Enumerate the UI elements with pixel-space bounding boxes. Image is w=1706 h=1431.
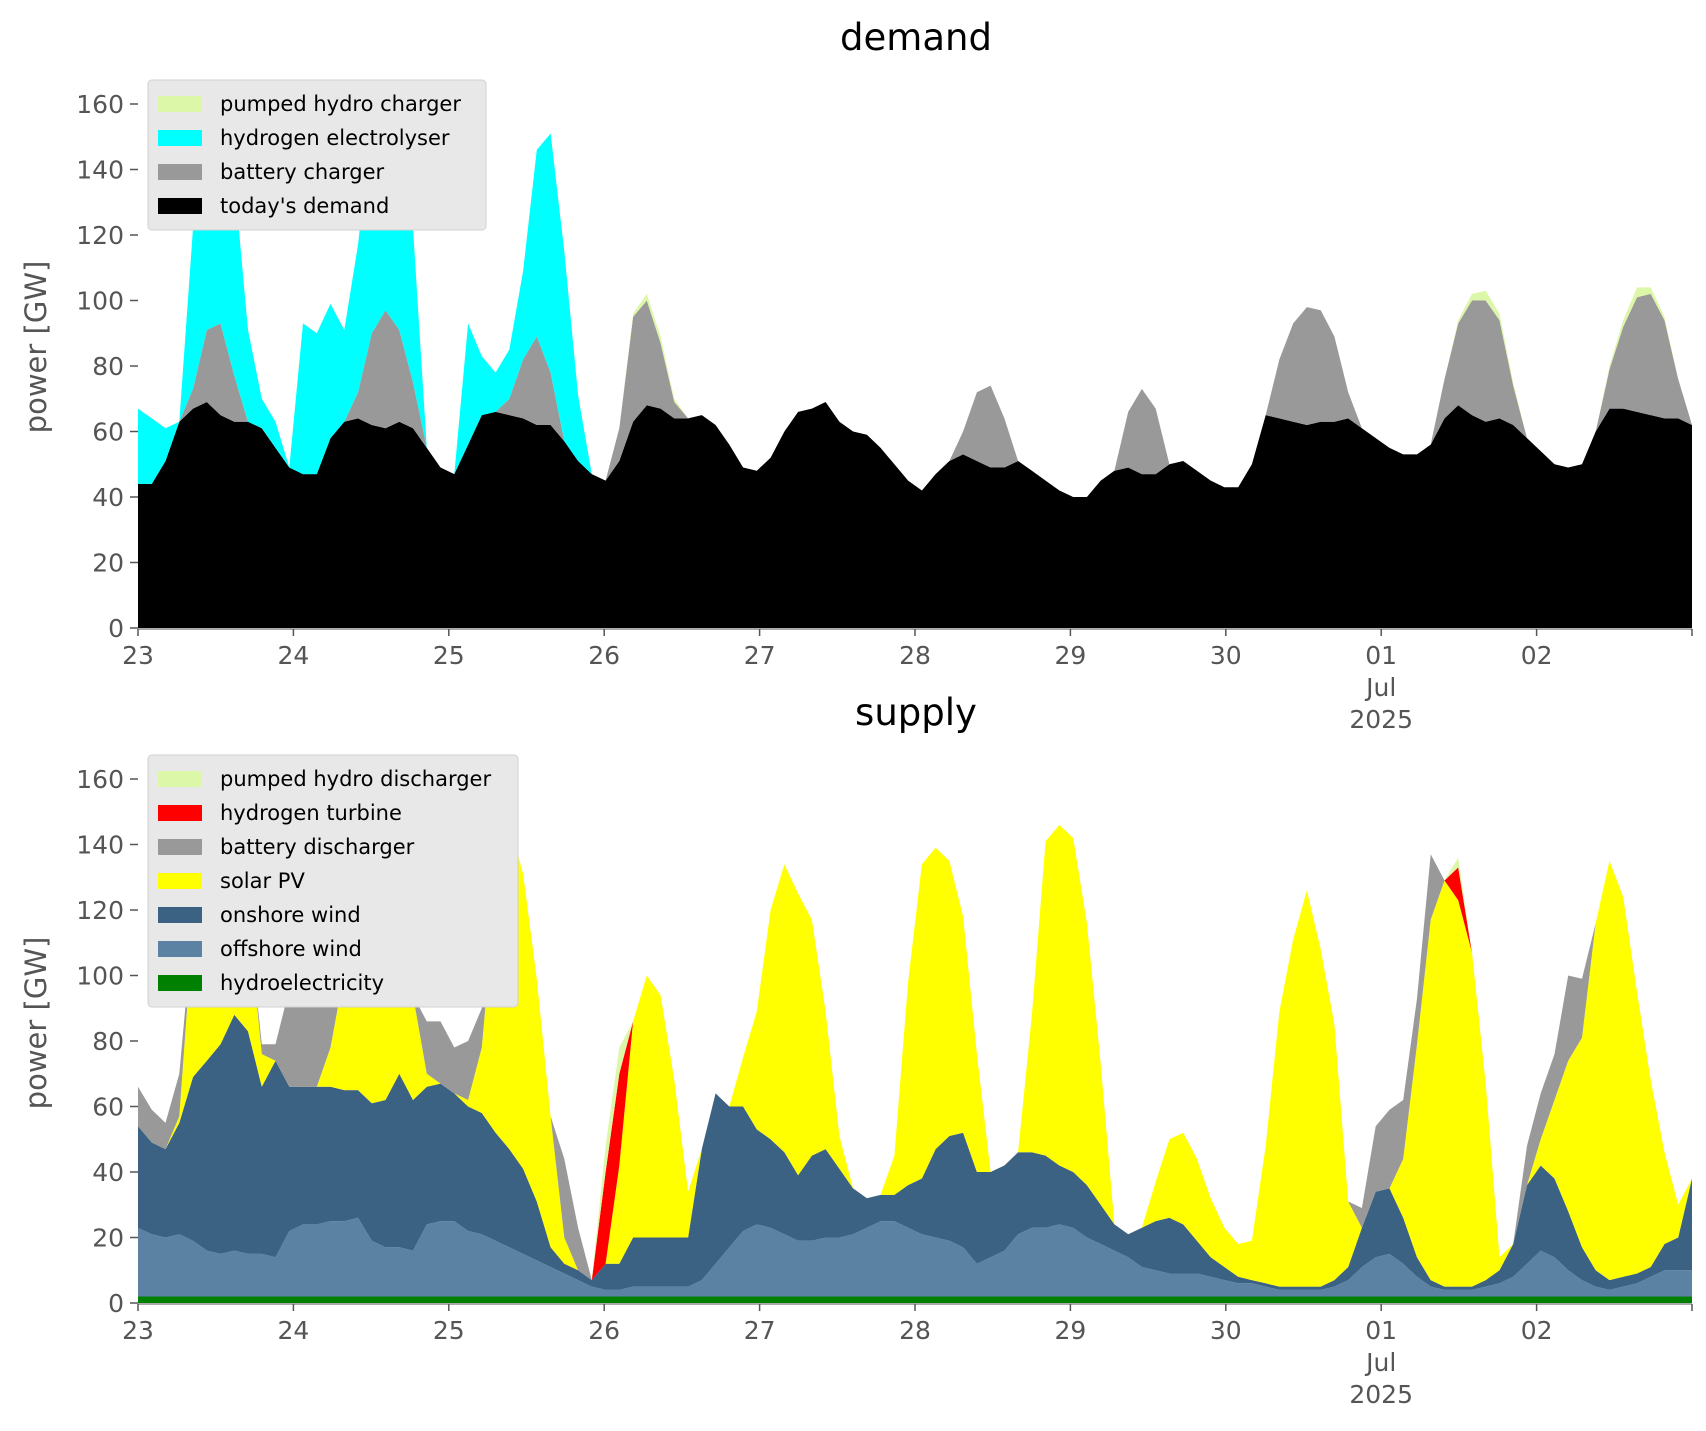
supply-x-tick-label: 26 xyxy=(588,1316,620,1345)
demand-legend: pumped hydro charger hydrogen electrolyse… xyxy=(147,79,487,231)
supply-y-tick-label: 140 xyxy=(76,831,124,860)
demand-y-tick-label: 60 xyxy=(92,418,124,447)
supply-title: supply xyxy=(855,691,977,734)
demand-areas xyxy=(138,100,1692,628)
demand-x-tick-label: 24 xyxy=(277,641,309,670)
supply-legend-label-solar-pv: solar PV xyxy=(220,869,305,893)
demand-legend-swatch-hydrogen-electrolyser xyxy=(158,130,202,146)
demand-y-tick-label: 100 xyxy=(76,287,124,316)
supply-x-tick-label: 25 xyxy=(433,1316,465,1345)
supply-area-onshore-wind xyxy=(138,1014,1692,1290)
supply-legend-swatch-hydrogen-turbine xyxy=(158,805,202,821)
supply-x-tick-label: 02 xyxy=(1521,1316,1553,1345)
demand-legend-label-pumped-hydro-charger: pumped hydro charger xyxy=(220,92,461,116)
demand-x-tick-label: 28 xyxy=(899,641,931,670)
demand-y-tick-label: 160 xyxy=(76,90,124,119)
supply-y-tick-label: 0 xyxy=(108,1289,124,1318)
supply-y-tick-label: 20 xyxy=(92,1224,124,1253)
supply-legend-swatch-hydroelectricity xyxy=(158,975,202,991)
supply-legend-label-offshore-wind: offshore wind xyxy=(220,937,362,961)
demand-y-tick-label: 20 xyxy=(92,549,124,578)
supply-legend-box xyxy=(147,754,519,1008)
supply-area-battery-discharger xyxy=(138,798,1692,1281)
demand-x-tick-label: 26 xyxy=(588,641,620,670)
supply-y-tick-label: 160 xyxy=(76,765,124,794)
supply-y-tick-label: 100 xyxy=(76,962,124,991)
demand-legend-swatch-today-s-demand xyxy=(158,198,202,214)
demand-area-today-s-demand xyxy=(138,402,1692,628)
supply-x-tick-label: 29 xyxy=(1054,1316,1086,1345)
supply-x-tick-label: 27 xyxy=(744,1316,776,1345)
demand-x-tick-label: 23 xyxy=(122,641,154,670)
supply-legend-swatch-battery-discharger xyxy=(158,839,202,855)
supply-y-axis-label: power [GW] xyxy=(19,937,53,1110)
supply-y-tick-label: 40 xyxy=(92,1158,124,1187)
demand-x-tick-label: 29 xyxy=(1054,641,1086,670)
supply-legend-label-onshore-wind: onshore wind xyxy=(220,903,361,927)
supply-area-hydroelectricity xyxy=(138,1296,1692,1303)
supply-x-tick-label: 23 xyxy=(122,1316,154,1345)
demand-x-tick-label: 01 xyxy=(1365,641,1397,670)
demand-area-hydrogen-electrolyser xyxy=(138,100,1692,497)
demand-legend-swatch-pumped-hydro-charger xyxy=(158,96,202,112)
supply-x-tick-label: 01 xyxy=(1365,1316,1397,1345)
supply-legend-label-battery-discharger: battery discharger xyxy=(220,835,415,859)
demand-x-tick-sublabel: Jul xyxy=(1364,673,1396,702)
demand-y-tick-label: 140 xyxy=(76,156,124,185)
demand-x-tick-label: 30 xyxy=(1210,641,1242,670)
supply-x-tick-sublabel: 2025 xyxy=(1349,1380,1413,1409)
demand-legend-box xyxy=(147,79,487,231)
demand-area-battery-charger xyxy=(138,293,1692,497)
demand-x-tick-label: 02 xyxy=(1521,641,1553,670)
demand-y-tick-label: 40 xyxy=(92,483,124,512)
supply-area-offshore-wind xyxy=(138,1217,1692,1297)
supply-legend-swatch-pumped-hydro-discharger xyxy=(158,771,202,787)
demand-y-tick-label: 0 xyxy=(108,614,124,643)
demand-legend-label-today-s-demand: today's demand xyxy=(220,194,389,218)
demand-legend-swatch-battery-charger xyxy=(158,164,202,180)
supply-y-tick-label: 80 xyxy=(92,1027,124,1056)
demand-y-tick-label: 80 xyxy=(92,352,124,381)
supply-legend-label-pumped-hydro-discharger: pumped hydro discharger xyxy=(220,767,491,791)
supply-legend-label-hydroelectricity: hydroelectricity xyxy=(220,971,384,995)
supply-x-tick-label: 24 xyxy=(277,1316,309,1345)
supply-legend-swatch-onshore-wind xyxy=(158,907,202,923)
supply-legend: pumped hydro discharger hydrogen turbine b… xyxy=(147,754,519,1008)
demand-x-tick-sublabel: 2025 xyxy=(1349,705,1413,734)
supply-legend-swatch-offshore-wind xyxy=(158,941,202,957)
supply-legend-label-hydrogen-turbine: hydrogen turbine xyxy=(220,801,402,825)
supply-y-tick-label: 120 xyxy=(76,896,124,925)
supply-x-tick-sublabel: Jul xyxy=(1364,1348,1396,1377)
supply-legend-swatch-solar-pv xyxy=(158,873,202,889)
demand-x-tick-label: 27 xyxy=(744,641,776,670)
supply-x-tick-label: 30 xyxy=(1210,1316,1242,1345)
supply-areas xyxy=(138,798,1692,1303)
demand-legend-label-battery-charger: battery charger xyxy=(220,160,385,184)
demand-x-tick-label: 25 xyxy=(433,641,465,670)
demand-title: demand xyxy=(840,16,992,59)
supply-x-tick-label: 28 xyxy=(899,1316,931,1345)
demand-y-axis-label: power [GW] xyxy=(19,261,53,434)
supply-area-solar-pv xyxy=(138,798,1692,1287)
supply-y-tick-label: 60 xyxy=(92,1093,124,1122)
demand-y-tick-label: 120 xyxy=(76,221,124,250)
demand-legend-label-hydrogen-electrolyser: hydrogen electrolyser xyxy=(220,126,450,150)
